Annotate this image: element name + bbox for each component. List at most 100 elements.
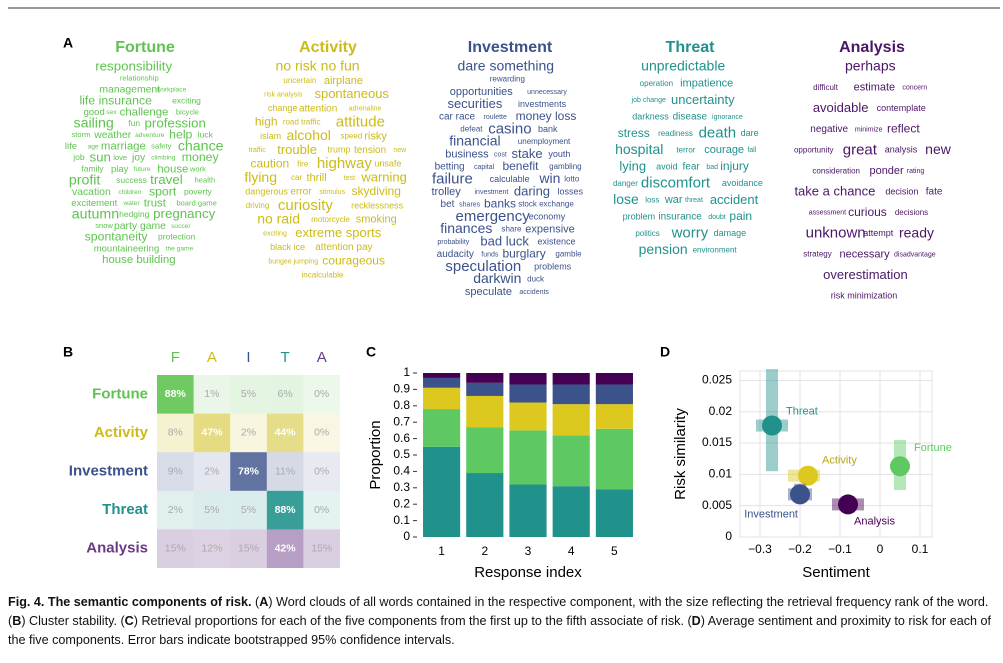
column-header: A [317, 349, 327, 366]
point [762, 415, 782, 436]
x-tick-label: −0.3 [748, 542, 772, 556]
bar-segment [466, 473, 504, 537]
cloud-word: risky [364, 130, 387, 142]
y-tick-label: 0.2 [393, 496, 410, 510]
panel-label: C [366, 344, 376, 360]
cloud-word: benefit [502, 159, 539, 173]
cloud-word: road traffic [283, 118, 321, 127]
cloud-word: recklessness [351, 200, 404, 210]
cloud-word: error [290, 187, 312, 198]
caption-text: C [124, 614, 134, 628]
cloud-word: sun [90, 149, 111, 164]
y-tick-label: 0.1 [393, 513, 410, 527]
cell-label: 0% [314, 388, 329, 400]
cloud-word: attention pay [315, 242, 372, 253]
bar-segment [595, 428, 633, 490]
cell-label: 2% [204, 465, 219, 477]
cloud-word: mountaineering [94, 243, 160, 254]
heatmap-cell [230, 490, 267, 530]
cloud-word: test [344, 175, 355, 182]
cloud-word: thrill [306, 172, 326, 184]
caption-text: D [691, 614, 701, 628]
cloud-word: trolley [431, 186, 461, 198]
bar-segment [595, 404, 633, 429]
cloud-title: Activity [299, 39, 357, 56]
point-label: Analysis [854, 515, 895, 527]
cloud-word: fate [926, 187, 943, 198]
cloud-word: capital [474, 164, 495, 171]
heatmap-cell [230, 452, 267, 491]
caption-text: ( [251, 595, 260, 609]
cloud-word: defeat [460, 125, 483, 134]
column-header: T [281, 349, 290, 366]
cloud-word: chance [178, 138, 224, 154]
cloud-word: speculate [465, 286, 512, 298]
y-tick-label: 0.015 [702, 435, 732, 449]
cloud-word: decision [885, 186, 918, 196]
point-label: Fortune [914, 442, 952, 454]
cell-label: 88% [275, 504, 297, 516]
cloud-word: uncertain [283, 76, 316, 85]
cloud-word: duck [527, 275, 545, 284]
cloud-word: joy [131, 153, 146, 164]
cloud-word: ignorance [712, 114, 743, 121]
cloud-word: incalculable [302, 270, 344, 279]
cloud-word: party game [114, 221, 166, 232]
heatmap-cell [230, 413, 267, 453]
cloud-word: contemplate [877, 103, 926, 113]
cloud-word: soccer [171, 223, 191, 230]
cloud-word: life [65, 141, 77, 152]
cloud-word: success [116, 175, 147, 185]
y-tick-label: 0.8 [393, 398, 410, 412]
cloud-word: exciting [263, 231, 287, 238]
heatmap-cell [193, 490, 231, 530]
cloud-word: avoidance [722, 178, 763, 188]
cloud-word: health [195, 176, 216, 185]
cloud-word: travel [150, 172, 183, 187]
cloud-word: darkwin [473, 270, 521, 286]
cloud-word: speculation [445, 258, 521, 275]
cloud-word: age [88, 143, 99, 150]
cloud-word: environment [693, 245, 738, 254]
cloud-word: board game [176, 198, 217, 207]
cloud-word: management [99, 84, 160, 95]
cloud-word: casino [488, 120, 531, 137]
cloud-word: work [189, 164, 206, 173]
cloud-word: safety [151, 142, 171, 151]
cloud-word: win [538, 170, 560, 186]
y-tick-label: 0 [725, 529, 732, 543]
cell-label: 8% [168, 427, 183, 439]
cloud-word: avoidable [813, 100, 869, 115]
cloud-word: difficult [813, 83, 839, 92]
cloud-word: bet [441, 199, 455, 210]
point [890, 456, 910, 477]
heatmap-cell [303, 529, 340, 568]
bar-segment [552, 404, 590, 436]
cloud-word: trump [328, 145, 351, 155]
cloud-word: play [111, 164, 129, 175]
cloud-word: life insurance [79, 93, 152, 107]
heatmap-cell [266, 529, 304, 568]
column-header: A [207, 349, 217, 366]
cloud-word: risk minimization [831, 291, 898, 301]
cloud-word: curiosity [278, 197, 334, 214]
cloud-word: great [843, 141, 878, 158]
cloud-word: house building [102, 254, 175, 266]
bar-segment [423, 387, 461, 410]
cloud-word: black ice [270, 242, 305, 252]
cloud-word: strategy [803, 250, 831, 259]
cell-label: 0% [314, 504, 329, 516]
column-header: F [171, 349, 180, 366]
cloud-word: assessment [809, 210, 846, 217]
cloud-word: stock exchange [518, 200, 574, 209]
cell-label: 12% [201, 542, 222, 554]
cloud-word: readiness [658, 129, 693, 138]
cell-label: 6% [278, 388, 293, 400]
cloud-word: daring [514, 183, 550, 198]
y-tick-label: 1 [403, 365, 410, 379]
cloud-word: take a chance [794, 183, 875, 198]
cloud-word: courageous [322, 254, 385, 268]
cloud-word: motorcycle [311, 215, 350, 224]
cloud-word: no risk no fun [276, 58, 360, 74]
cell-label: 11% [275, 465, 295, 477]
